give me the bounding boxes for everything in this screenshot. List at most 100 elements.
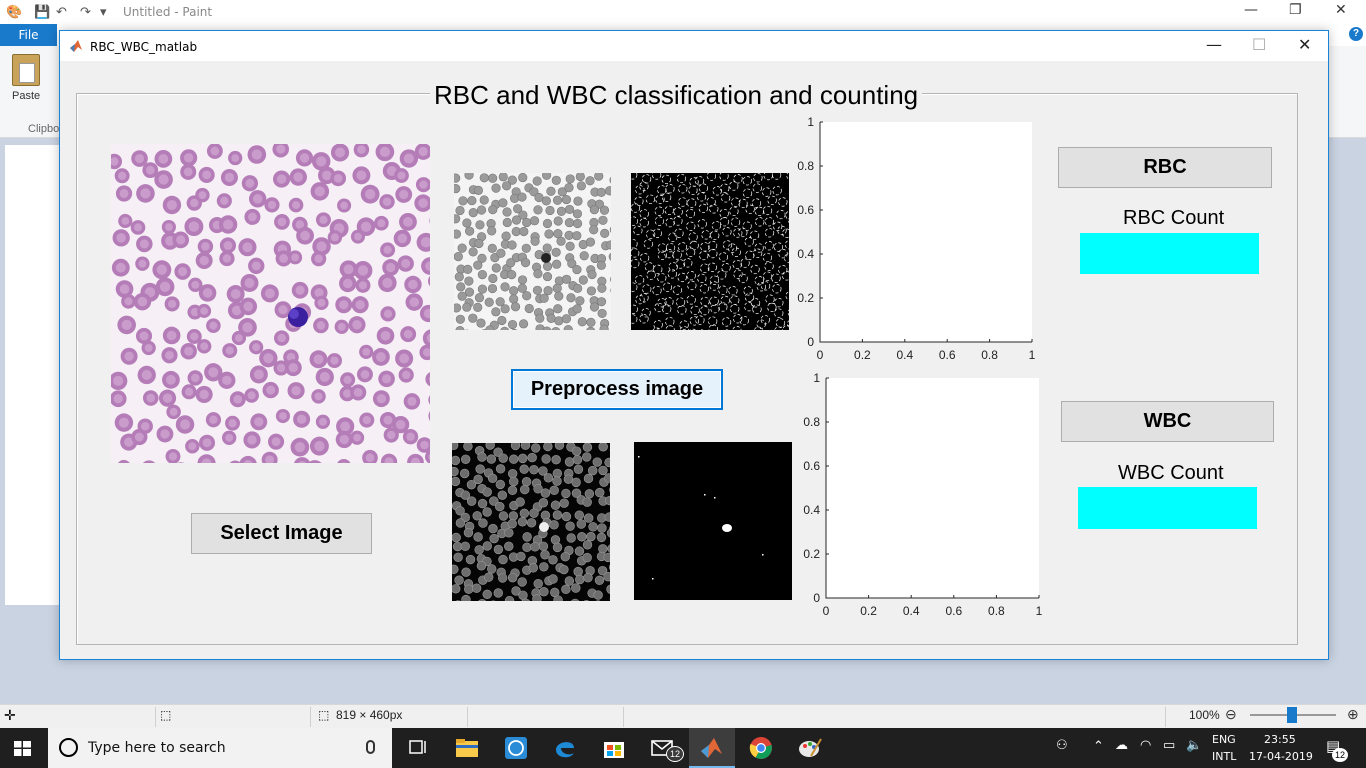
panel-title: RBC and WBC classification and counting (430, 80, 923, 111)
x-tick-label: 1 (1029, 348, 1036, 362)
original-blood-smear-image (111, 144, 430, 463)
paste-label[interactable]: Paste (12, 90, 41, 102)
rbc-button[interactable]: RBC (1058, 147, 1272, 188)
selection-size-icon: ⬚ (160, 708, 172, 722)
x-tick-label: 0.4 (896, 348, 913, 362)
x-tick-label: 0 (823, 604, 830, 618)
y-tick-label: 0.2 (797, 291, 814, 305)
figure-maximize-icon[interactable]: ☐ (1252, 35, 1267, 54)
y-tick-label: 0 (813, 591, 820, 605)
figure-window-title: RBC_WBC_matlab (90, 40, 198, 54)
figure-minimize-icon[interactable]: — (1206, 35, 1222, 54)
paint-titlebar: 🎨 💾 ↶ ↷ ▾ Untitled - Paint — ❐ ✕ (0, 0, 1366, 24)
y-tick-label: 0 (807, 335, 814, 349)
x-tick-label: 0 (817, 348, 824, 362)
paint-canvas[interactable] (5, 145, 65, 605)
onedrive-icon[interactable]: ☁ (1115, 738, 1128, 753)
matlab-icon[interactable] (699, 736, 725, 760)
show-hidden-icons-icon[interactable]: ⌃ (1093, 739, 1104, 754)
y-tick-label: 0.2 (803, 547, 820, 561)
customize-toolbar-icon[interactable]: ▾ (100, 4, 107, 19)
x-tick-label: 0.6 (945, 604, 962, 618)
file-explorer-icon[interactable] (454, 736, 480, 760)
select-image-button[interactable]: Select Image (191, 513, 372, 554)
zoom-in-icon[interactable]: ⊕ (1347, 706, 1359, 722)
taskbar-search-box[interactable] (48, 728, 392, 768)
save-icon[interactable]: 💾 (34, 4, 51, 19)
axes-plot-area (820, 122, 1032, 342)
restore-icon[interactable]: ❐ (1289, 2, 1302, 18)
chrome-icon[interactable] (748, 736, 774, 760)
x-tick-label: 0.4 (903, 604, 920, 618)
clipboard-group-label: Clipbo (28, 123, 60, 135)
y-tick-label: 0.6 (803, 459, 820, 473)
minimize-icon[interactable]: — (1244, 2, 1258, 18)
wbc-count-display (1078, 487, 1257, 529)
wbc-binary-mask-image (634, 442, 792, 600)
paste-icon[interactable] (12, 54, 40, 86)
notification-badge: 12 (1332, 748, 1348, 762)
x-tick-label: 0.8 (981, 348, 998, 362)
file-tab[interactable]: File (0, 24, 57, 46)
y-tick-label: 0.8 (803, 415, 820, 429)
wbc-axes: 0 0.2 0.4 0.6 0.8 1 0 0.2 0.4 0.6 0.8 1 (803, 371, 1043, 618)
paint-app-icon: 🎨 (6, 4, 23, 19)
language-indicator-top[interactable]: ENG (1212, 733, 1236, 746)
y-tick-label: 0.8 (797, 159, 814, 173)
x-tick-label: 0.2 (854, 348, 871, 362)
task-view-icon[interactable] (405, 736, 431, 760)
cortana-icon[interactable] (59, 738, 78, 757)
image-size-icon: ⬚ (318, 708, 330, 722)
edge-detected-image (631, 173, 789, 330)
figure-titlebar: RBC_WBC_matlab — ☐ ✕ (60, 31, 1328, 61)
language-indicator-bottom[interactable]: INTL (1212, 750, 1237, 763)
clock-time[interactable]: 23:55 (1264, 733, 1296, 746)
y-tick-label: 0.4 (803, 503, 820, 517)
x-tick-label: 0.8 (988, 604, 1005, 618)
y-tick-label: 1 (807, 115, 814, 129)
rbc-count-label: RBC Count (1123, 207, 1225, 229)
y-tick-label: 0.4 (797, 247, 814, 261)
undo-icon[interactable]: ↶ (56, 4, 67, 19)
clock-date[interactable]: 17-04-2019 (1249, 750, 1313, 763)
redo-icon[interactable]: ↷ (80, 4, 91, 19)
store-icon[interactable] (601, 736, 627, 760)
windows-start-icon[interactable] (14, 741, 31, 756)
zoom-level: 100% (1189, 708, 1220, 722)
zoom-out-icon[interactable]: ⊖ (1225, 706, 1237, 722)
rbc-axes: 0 0.2 0.4 0.6 0.8 1 0 0.2 0.4 0.6 0.8 1 (797, 115, 1036, 362)
axes-plot-area (826, 378, 1039, 598)
people-icon[interactable]: ⚇ (1056, 738, 1068, 753)
volume-icon[interactable]: 🔈 (1186, 738, 1203, 753)
wbc-count-label: WBC Count (1118, 462, 1224, 484)
matlab-logo-icon (70, 40, 82, 52)
x-tick-label: 0.2 (860, 604, 877, 618)
y-tick-label: 1 (813, 371, 820, 385)
matlab-figure-window: RBC_WBC_matlab — ☐ ✕ RBC and WBC classif… (59, 30, 1329, 660)
paint-window-title: Untitled - Paint (123, 5, 213, 19)
edge-icon[interactable] (552, 736, 578, 760)
y-tick-label: 0.6 (797, 203, 814, 217)
wbc-button[interactable]: WBC (1061, 401, 1274, 442)
help-icon[interactable]: ? (1349, 27, 1363, 41)
grayscale-image (454, 173, 611, 330)
figure-close-icon[interactable]: ✕ (1298, 35, 1312, 54)
taskbar-search-placeholder[interactable]: Type here to search (88, 740, 226, 756)
paint-statusbar: ✛ ⬚ ⬚ (0, 704, 1366, 728)
whatsapp-icon[interactable] (503, 736, 529, 760)
close-icon[interactable]: ✕ (1335, 2, 1347, 18)
wifi-icon[interactable]: ◠ (1140, 738, 1152, 753)
x-tick-label: 1 (1036, 604, 1043, 618)
rbc-count-display (1080, 233, 1259, 274)
microphone-icon[interactable] (366, 740, 375, 754)
matlab-active-indicator (689, 766, 735, 768)
cursor-position-icon: ✛ (4, 707, 16, 723)
image-size-readout: 819 × 460px (336, 708, 403, 722)
inverted-grayscale-image (452, 443, 610, 601)
zoom-slider-thumb[interactable] (1287, 707, 1297, 723)
mail-badge: 12 (666, 746, 684, 762)
paint-icon[interactable] (797, 736, 823, 760)
x-tick-label: 0.6 (939, 348, 956, 362)
battery-icon[interactable]: ▭ (1163, 738, 1176, 753)
preprocess-image-button[interactable]: Preprocess image (511, 369, 723, 410)
